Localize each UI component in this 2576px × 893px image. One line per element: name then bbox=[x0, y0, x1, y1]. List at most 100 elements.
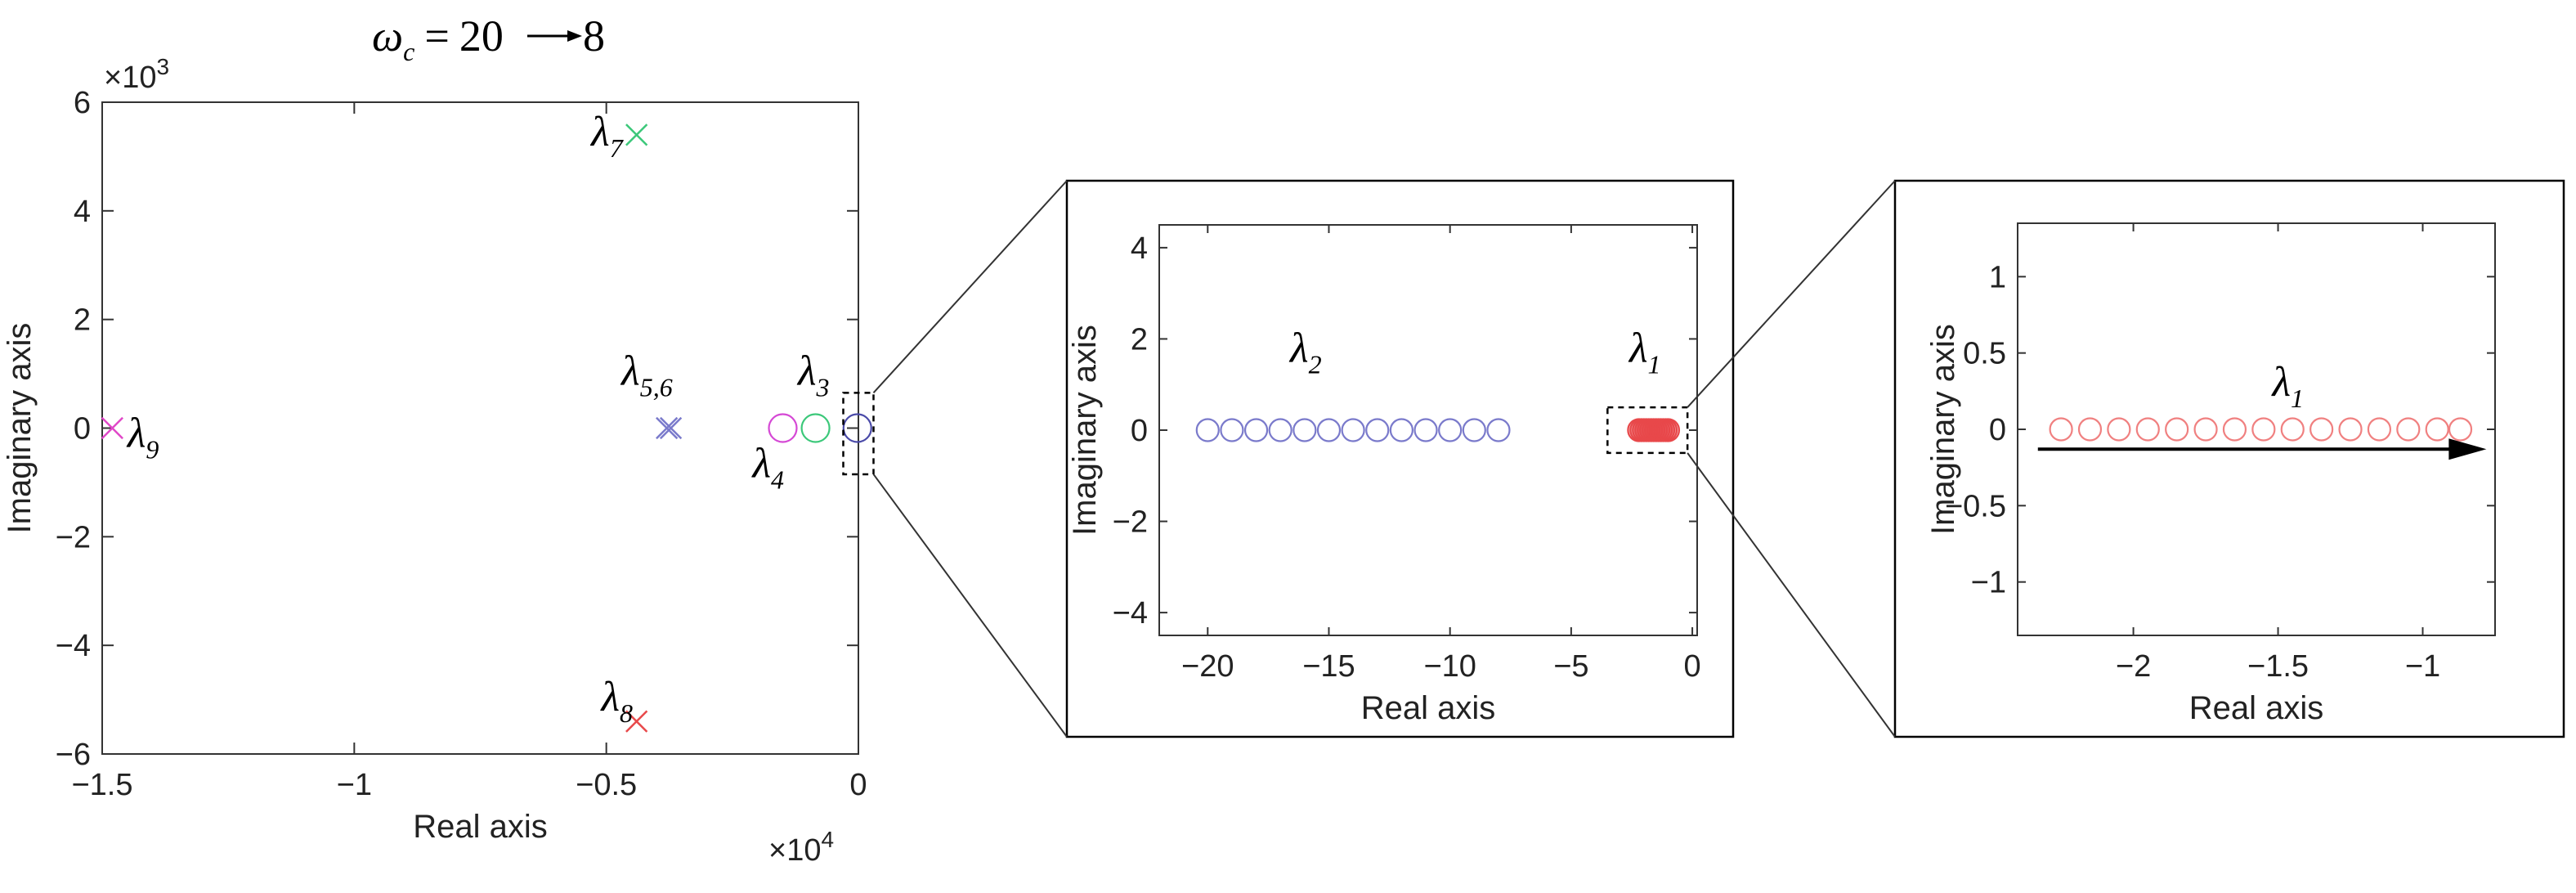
x-axis-label: Real axis bbox=[1361, 690, 1496, 726]
main-plot: −1.5 −1 −0.5 0 −6 −4 −2 0 2 4 6 Real axis Imaginary … bbox=[2, 54, 875, 868]
data-point bbox=[1243, 418, 1269, 442]
data-point-x bbox=[625, 710, 648, 733]
data-point bbox=[1195, 418, 1220, 442]
data-point bbox=[1486, 418, 1511, 442]
data-point bbox=[1389, 418, 1413, 442]
data-point bbox=[2107, 417, 2131, 442]
eigenvalue-subscript: 5,6 bbox=[640, 372, 673, 402]
plot-area bbox=[1158, 224, 1698, 636]
x-tick-label: −20 bbox=[1181, 649, 1234, 684]
data-point bbox=[2049, 417, 2073, 442]
eigenvalue-subscript: 4 bbox=[771, 464, 784, 494]
y-tick-label: 2 bbox=[1131, 322, 1148, 357]
data-point bbox=[2165, 417, 2189, 442]
data-point bbox=[1462, 418, 1486, 442]
plot-area bbox=[101, 101, 859, 755]
data-point-x bbox=[101, 416, 123, 440]
y-tick-label: 0 bbox=[74, 412, 91, 446]
data-point bbox=[1365, 418, 1390, 442]
y-tick-label: 0.5 bbox=[1963, 337, 2006, 371]
x-tick-label: −10 bbox=[1423, 649, 1476, 684]
eigenvalue-subscript: 3 bbox=[816, 372, 830, 402]
data-point bbox=[2251, 417, 2276, 442]
title-from: 20 bbox=[459, 11, 504, 61]
data-point bbox=[2367, 417, 2392, 442]
y-tick-label: 0 bbox=[1989, 413, 2006, 447]
x-tick-label: −1 bbox=[2405, 649, 2440, 684]
x-tick-label: −5 bbox=[1553, 649, 1588, 684]
data-point bbox=[2448, 417, 2473, 442]
title-equals: = bbox=[424, 11, 449, 61]
y-tick-label: −6 bbox=[56, 738, 91, 772]
svg-text:ωc=20: ωc = 20 bbox=[372, 11, 504, 66]
data-point bbox=[2222, 417, 2247, 442]
y-tick-label: 0 bbox=[1131, 414, 1148, 448]
y-tick-label: 1 bbox=[1989, 260, 2006, 294]
y-axis-label: Imaginary axis bbox=[1925, 324, 1961, 535]
y-tick-label: −2 bbox=[56, 520, 91, 554]
data-point bbox=[2077, 417, 2103, 442]
x-tick-label: 0 bbox=[849, 768, 867, 802]
data-point bbox=[2193, 417, 2218, 442]
eigenvalue-label: λ2 bbox=[1288, 325, 1322, 379]
data-point bbox=[1438, 418, 1463, 442]
data-point bbox=[2338, 417, 2363, 442]
data-point bbox=[2396, 417, 2421, 442]
zoom-box bbox=[1606, 406, 1689, 455]
data-point bbox=[2135, 417, 2160, 442]
data-point bbox=[1292, 418, 1317, 442]
zoom-connectors bbox=[872, 180, 1896, 738]
y-tick-label: 6 bbox=[74, 86, 91, 120]
x-tick-label: −1 bbox=[337, 768, 372, 802]
y-multiplier-exponent: 3 bbox=[156, 54, 169, 79]
data-point bbox=[842, 413, 872, 443]
x-tick-label: 0 bbox=[1684, 649, 1701, 684]
connector-line bbox=[872, 473, 1068, 738]
data-point-x bbox=[659, 416, 683, 440]
eigenvalue-subscript: 8 bbox=[620, 698, 633, 728]
data-point bbox=[768, 413, 798, 443]
data-point-x bbox=[625, 123, 648, 146]
x-multiplier: ×104 bbox=[768, 827, 834, 868]
y-axis-label: Imaginary axis bbox=[1067, 325, 1103, 536]
zoom-box bbox=[842, 392, 875, 476]
y-tick-label: 4 bbox=[74, 195, 91, 229]
x-tick-label: −1.5 bbox=[71, 768, 132, 802]
x-tick-label: −15 bbox=[1302, 649, 1355, 684]
connector-line bbox=[872, 180, 1068, 394]
connector-line bbox=[1687, 180, 1896, 408]
x-multiplier-exponent: 4 bbox=[821, 827, 834, 852]
data-point bbox=[800, 413, 831, 443]
y-tick-label: 2 bbox=[74, 303, 91, 338]
data-point bbox=[2425, 417, 2449, 442]
title-subscript: c bbox=[403, 37, 414, 66]
title-arrowhead bbox=[567, 30, 582, 42]
x-axis-label: Real axis bbox=[413, 809, 548, 845]
data-point-x bbox=[656, 416, 679, 440]
figure-title: ωc = 20 8 bbox=[372, 11, 605, 66]
title-omega: ω bbox=[372, 11, 403, 61]
x-axis-label: Real axis bbox=[2189, 690, 2324, 726]
y-tick-label: −4 bbox=[1113, 596, 1148, 630]
data-point bbox=[1316, 418, 1342, 442]
eigenvalue-subscript: 1 bbox=[1648, 349, 1661, 379]
y-tick-label: −1 bbox=[1971, 566, 2006, 600]
data-point bbox=[1413, 418, 1438, 442]
eigenvalue-label: λ9 bbox=[126, 411, 159, 464]
y-tick-label: −4 bbox=[56, 629, 91, 663]
data-point bbox=[1655, 418, 1681, 442]
x-tick-label: −0.5 bbox=[576, 768, 637, 802]
zoom-plot-2: −2 −1.5 −1 −1 −0.5 0 0.5 1 Real axis Imaginary ax… bbox=[1925, 222, 2496, 726]
eigenvalue-label: λ1 bbox=[1628, 325, 1661, 379]
y-tick-label: −2 bbox=[1113, 505, 1148, 540]
data-point bbox=[2309, 417, 2334, 442]
y-axis-label: Imaginary axis bbox=[2, 323, 38, 534]
y-multiplier: ×103 bbox=[104, 54, 169, 95]
plot-area bbox=[2017, 222, 2496, 636]
eigenvalue-subscript: 9 bbox=[146, 435, 159, 464]
data-point bbox=[1268, 418, 1292, 442]
eigenvalue-subscript: 1 bbox=[2291, 384, 2304, 413]
eigenvalue-subscript: 2 bbox=[1309, 349, 1322, 379]
